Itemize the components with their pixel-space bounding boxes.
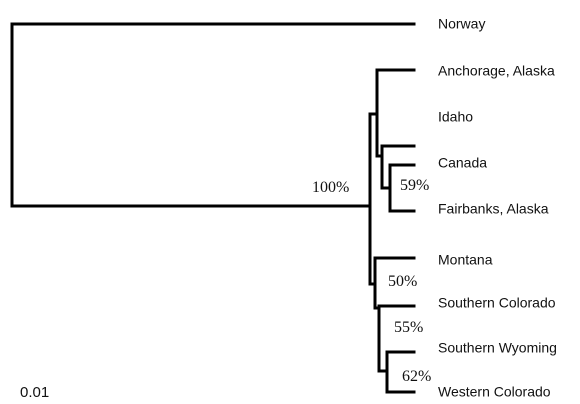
taxon-label-western-colorado: Western Colorado [438,384,551,400]
support-label-canada-fairbanks: 59% [400,177,429,194]
taxon-label-idaho: Idaho [438,109,473,125]
taxon-label-montana: Montana [438,252,493,268]
taxon-label-fairbanks: Fairbanks, Alaska [438,201,549,217]
taxon-label-norway: Norway [438,16,485,32]
taxon-label-southern-wyoming: Southern Wyoming [438,340,557,356]
taxon-label-southern-colorado: Southern Colorado [438,295,556,311]
support-label-wyoming-colorado: 62% [402,368,431,385]
taxon-label-canada: Canada [438,155,487,171]
support-label-montana-group: 50% [388,273,417,290]
taxon-label-anchorage: Anchorage, Alaska [438,63,555,79]
support-label-ingroup: 100% [312,179,349,196]
support-label-colorado-group: 55% [394,319,423,336]
scale-bar-label: 0.01 [20,384,49,401]
